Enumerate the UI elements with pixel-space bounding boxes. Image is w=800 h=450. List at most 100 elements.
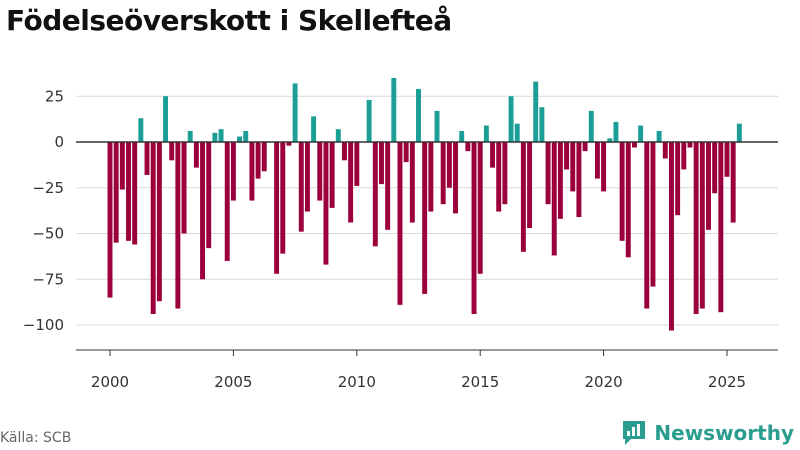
bar	[693, 142, 699, 315]
bar	[218, 129, 224, 142]
bar	[341, 142, 347, 161]
bar	[298, 142, 304, 232]
bar	[712, 142, 718, 194]
bar	[582, 142, 588, 152]
bar	[681, 142, 687, 170]
bar	[545, 142, 551, 205]
bar	[613, 121, 619, 142]
bar	[706, 142, 711, 230]
bar	[533, 81, 539, 142]
bar	[434, 110, 440, 142]
bar	[224, 142, 230, 261]
y-tick-label: −25	[32, 179, 64, 197]
x-tick-label: 2015	[461, 373, 499, 391]
bar	[193, 142, 199, 168]
bar	[200, 142, 206, 280]
bar	[527, 142, 533, 229]
bar	[311, 116, 317, 142]
bar	[477, 142, 483, 274]
bar	[514, 123, 520, 142]
bar	[619, 142, 625, 241]
bar	[564, 142, 570, 170]
newsworthy-logo[interactable]: Newsworthy	[620, 419, 794, 447]
bar	[446, 142, 452, 188]
bar	[675, 142, 681, 216]
chart-title: Födelseöverskott i Skellefteå	[6, 4, 452, 37]
bar	[181, 142, 187, 234]
source-label: Källa: SCB	[0, 430, 72, 446]
bar	[557, 142, 563, 219]
bar	[292, 83, 298, 142]
bar	[662, 142, 668, 159]
y-tick-label: 0	[54, 133, 64, 151]
bar	[601, 142, 607, 192]
bar	[644, 142, 650, 309]
bar	[206, 142, 212, 249]
x-tick-label: 2025	[708, 373, 746, 391]
bar	[650, 142, 656, 287]
bar	[113, 142, 119, 243]
bar	[403, 142, 409, 163]
bar	[465, 142, 471, 152]
bar	[508, 96, 514, 142]
bar	[280, 142, 286, 254]
bar	[366, 99, 372, 142]
x-tick-label: 2010	[338, 373, 376, 391]
bar	[718, 142, 724, 313]
bar	[490, 142, 496, 168]
bar	[132, 142, 138, 245]
bar	[150, 142, 156, 315]
bar	[631, 142, 637, 148]
bar	[243, 131, 249, 142]
bar	[286, 142, 292, 146]
bar	[144, 142, 150, 175]
bar	[385, 142, 391, 230]
bar	[453, 142, 458, 214]
bar	[422, 142, 428, 294]
bar	[397, 142, 403, 305]
bar	[138, 118, 144, 142]
bar	[126, 142, 131, 241]
bar	[249, 142, 255, 201]
bar	[372, 142, 378, 247]
bar	[274, 142, 280, 274]
bar	[496, 142, 502, 212]
bar	[409, 142, 415, 223]
newsworthy-logo-icon	[623, 421, 646, 445]
newsworthy-logo-text: Newsworthy	[654, 421, 794, 445]
bar	[237, 136, 243, 142]
bar	[638, 125, 644, 142]
y-axis-ticks: 25 0 −25 −50 −75 −100	[23, 87, 64, 334]
bar	[169, 142, 175, 161]
bar	[329, 142, 335, 208]
bar	[212, 132, 218, 142]
y-tick-label: −100	[23, 316, 64, 334]
y-tick-label: −75	[32, 270, 64, 288]
bar	[520, 142, 526, 252]
bars	[107, 77, 742, 331]
bar	[354, 142, 360, 186]
bar	[379, 142, 384, 185]
bar	[317, 142, 323, 201]
y-tick-label: 25	[45, 87, 64, 105]
bar	[230, 142, 236, 201]
bar	[416, 88, 421, 142]
bar	[502, 142, 508, 205]
bar	[348, 142, 354, 223]
bar	[570, 142, 576, 192]
x-axis: 2000 2005 2010 2015 2020 2025	[76, 349, 778, 391]
bar	[304, 142, 310, 212]
bar	[440, 142, 446, 205]
bar	[588, 110, 594, 142]
x-tick-label: 2005	[214, 373, 252, 391]
bar	[483, 125, 489, 142]
bar	[428, 142, 434, 212]
bar	[736, 123, 742, 142]
bar	[669, 142, 674, 331]
x-tick-label: 2020	[585, 373, 623, 391]
x-tick-label: 2000	[91, 373, 129, 391]
bar	[551, 142, 557, 256]
bar	[607, 138, 613, 142]
bar	[187, 131, 193, 142]
